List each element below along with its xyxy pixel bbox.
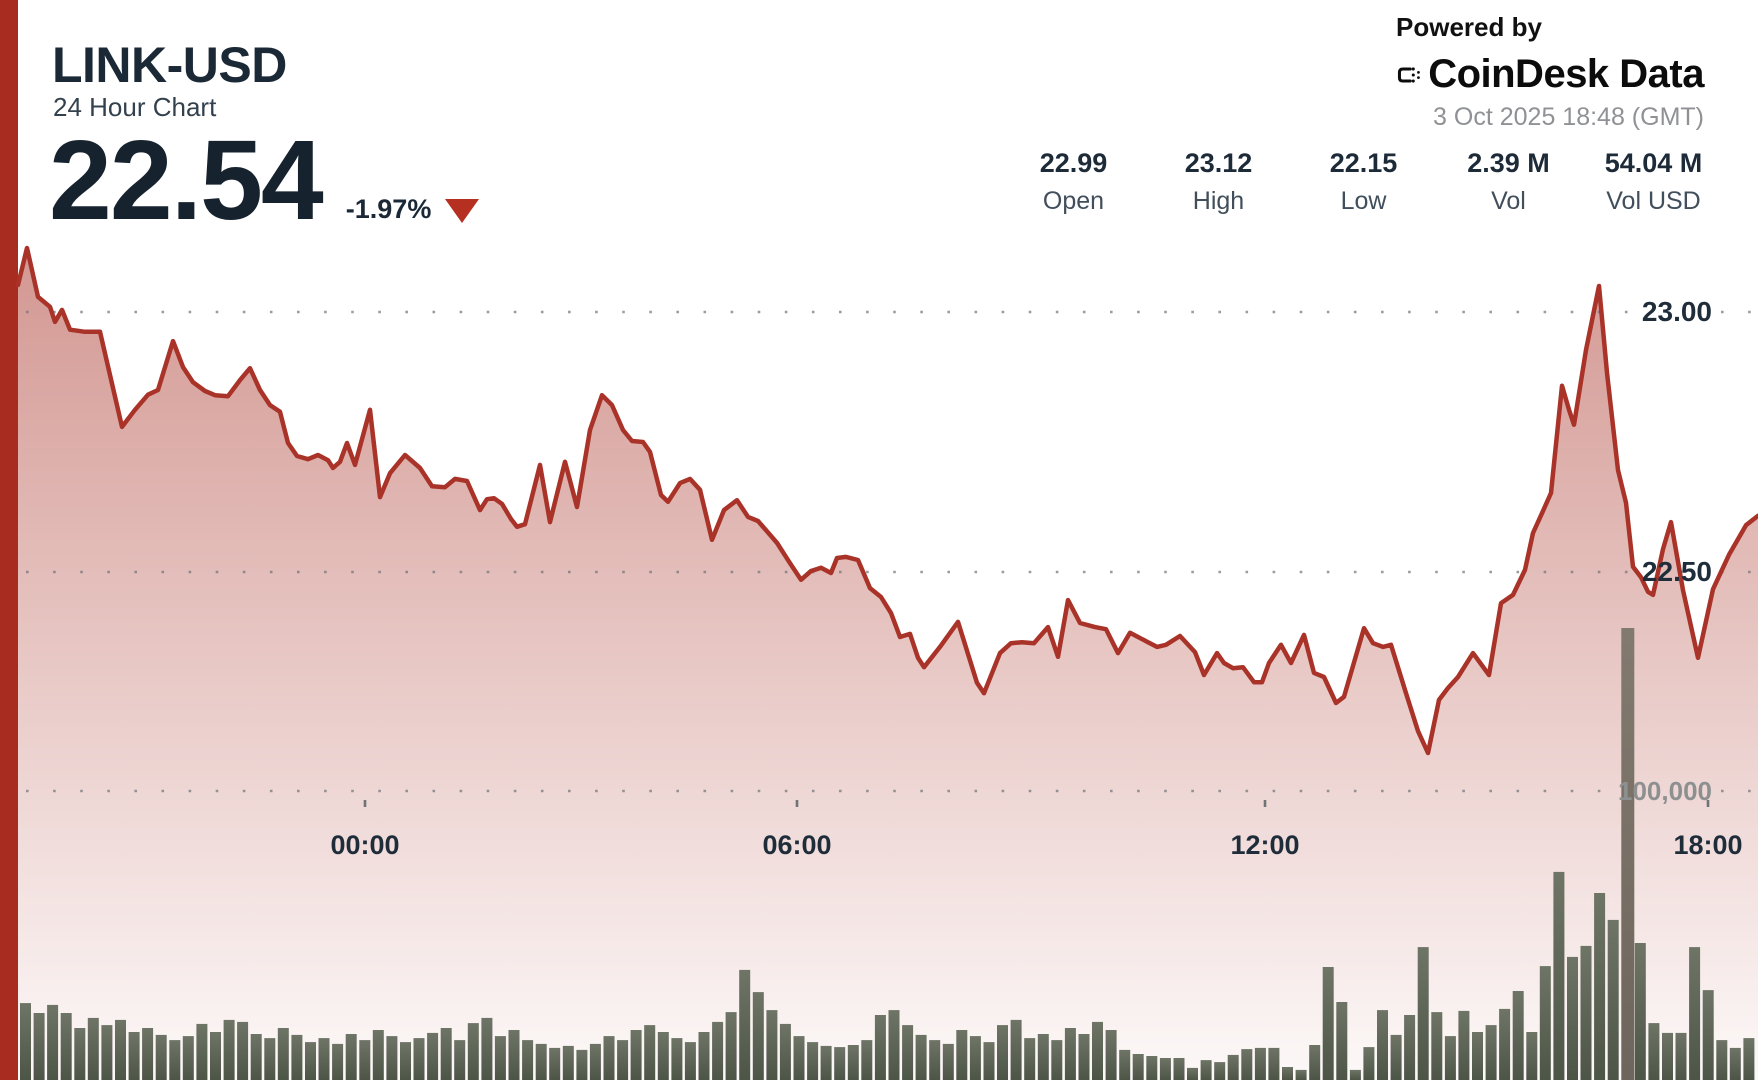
stat-value: 2.39 M [1467,148,1550,178]
current-price: 22.54 [49,117,324,243]
stat-low: 22.15 Low [1298,148,1429,216]
x-axis-label-0600: 06:00 [762,830,832,860]
volume-axis-label-100000: 100,000 [1618,776,1712,806]
coindesk-logo: CoinDesk Data [1396,52,1704,97]
page-title: LINK-USD [52,37,287,93]
ohlc-stats-row: 22.99 Open 23.12 High 22.15 Low 2.39 M V… [1008,148,1719,216]
left-accent-bar [0,0,18,1080]
chart-subtitle: 24 Hour Chart [53,92,217,122]
stat-open: 22.99 Open [1008,148,1139,216]
x-axis-label-1800: 18:00 [1673,830,1743,860]
stat-volume-usd: 54.04 M Vol USD [1588,148,1719,216]
branding-block: Powered by CoinDesk Data 3 Oct 2025 18:4… [1396,12,1704,132]
coindesk-logo-icon [1397,66,1420,83]
y-axis-label-2300: 23.00 [1641,296,1712,327]
stat-value: 54.04 M [1604,148,1703,178]
stat-label: Vol [1491,187,1526,215]
coindesk-logo-text: CoinDesk Data [1428,52,1704,96]
y-axis-label-2250: 22.50 [1641,556,1712,587]
stat-value: 22.99 [1039,148,1108,178]
stat-value: 22.15 [1329,148,1398,178]
stat-value: 23.12 [1184,148,1253,178]
stat-volume: 2.39 M Vol [1443,148,1574,216]
price-change-percent: -1.97% [345,194,432,224]
stat-high: 23.12 High [1153,148,1284,216]
stat-label: High [1192,187,1245,215]
x-axis-label-0000: 00:00 [330,830,400,860]
stat-label: Low [1340,187,1387,215]
x-axis-label-1200: 12:00 [1230,830,1300,860]
stat-label: Vol USD [1606,187,1701,215]
arrow-down-icon [445,199,480,223]
stat-label: Open [1042,187,1105,215]
price-row: 22.54 -1.97% [49,117,480,243]
powered-by-text: Powered by [1396,12,1542,42]
timestamp: 3 Oct 2025 18:48 (GMT) [1433,103,1704,131]
